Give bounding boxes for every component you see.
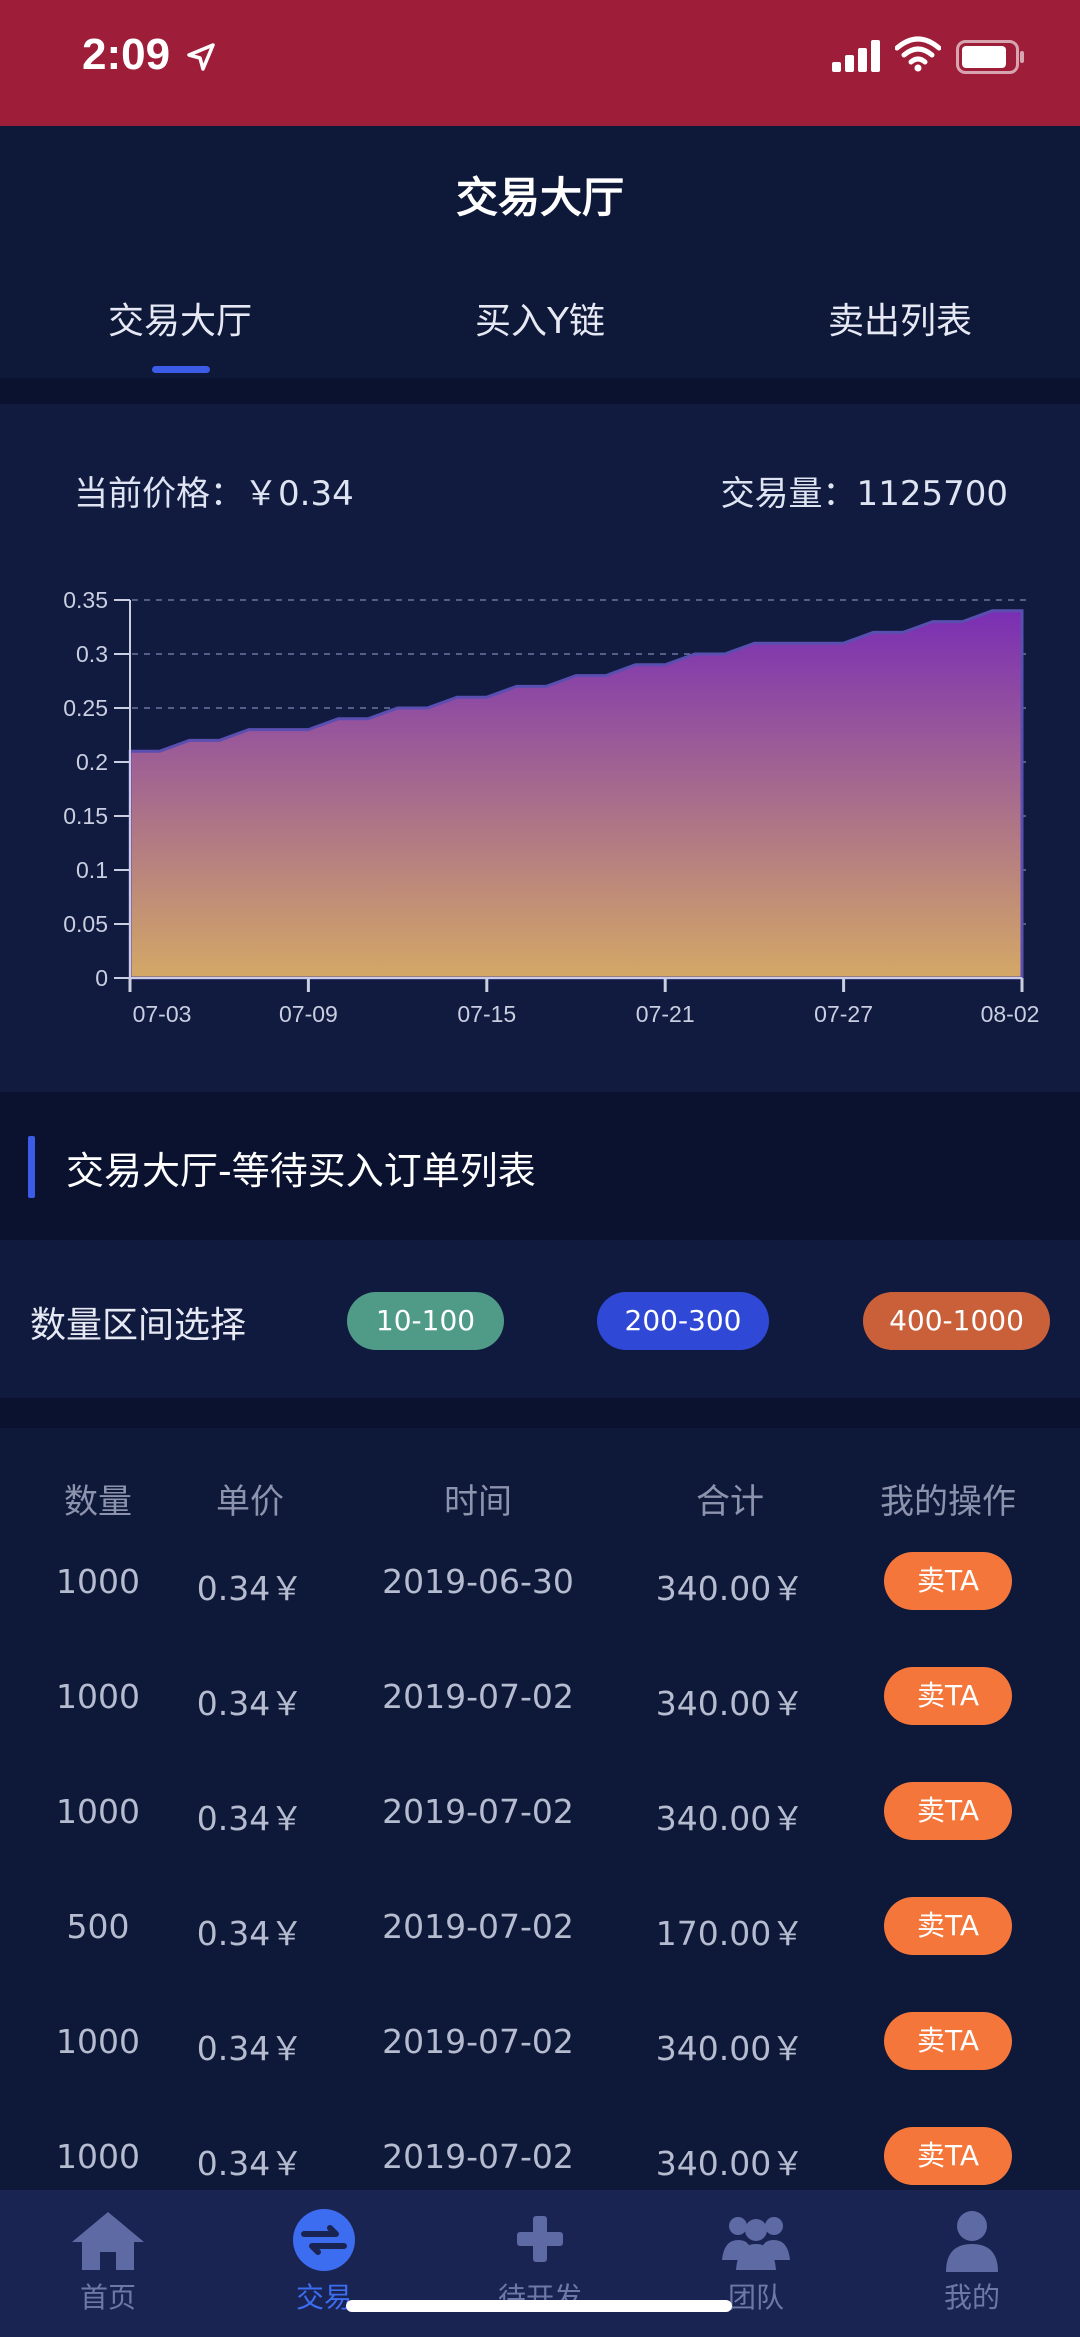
- tab-trading-hall[interactable]: 交易大厅: [107, 301, 252, 342]
- price-area-chart: 0 0.05 0.1 0.15 0.2 0.25 0.3 0.35 07-03 07-09 07-1…: [63, 587, 1040, 1027]
- section-accent-bar: [28, 1136, 35, 1198]
- home-indicator: [346, 2300, 732, 2312]
- y-tick-label: 0.15: [63, 803, 108, 829]
- table-row: 1000 0.34￥ 2019-07-02 340.00￥ 卖TA: [0, 2012, 1080, 2092]
- table-row: 1000 0.34￥ 2019-07-02 340.00￥ 卖TA: [0, 1667, 1080, 1747]
- y-tick-label: 0.3: [76, 641, 108, 667]
- page-title: 交易大厅: [455, 173, 624, 222]
- battery-icon: [956, 40, 1024, 74]
- cell-time: 2019-07-02: [382, 2137, 574, 2176]
- quantity-range-filter: 数量区间选择 10-100 200-300 400-1000: [0, 1240, 1080, 1398]
- range-chip-200-300[interactable]: 200-300: [597, 1292, 769, 1350]
- header-unit-price: 单价: [216, 1482, 284, 1522]
- cell-quantity: 500: [66, 1907, 130, 1946]
- cell-quantity: 1000: [56, 1677, 140, 1716]
- section-divider: [0, 1398, 1080, 1428]
- header-total: 合计: [696, 1482, 764, 1522]
- range-chip-400-1000[interactable]: 400-1000: [863, 1292, 1050, 1350]
- bottom-nav: 首页 交易 待开发 团队 我的: [0, 2190, 1080, 2337]
- x-tick-label: 07-21: [636, 1001, 695, 1027]
- nav-label: 首页: [79, 2281, 136, 2314]
- x-tick-label: 07-27: [814, 1001, 873, 1027]
- nav-mine[interactable]: 我的: [892, 2208, 1052, 2316]
- cell-total: 170.00￥: [655, 1914, 805, 1953]
- home-icon: [72, 2212, 144, 2270]
- team-icon: [722, 2217, 790, 2270]
- cell-quantity: 1000: [56, 2022, 140, 2061]
- table-row: 1000 0.34￥ 2019-07-02 340.00￥ 卖TA: [0, 1782, 1080, 1862]
- nav-label: 我的: [943, 2281, 1000, 2314]
- tab-buy-y-chain[interactable]: 买入Y链: [475, 301, 605, 342]
- orders-section-title: 交易大厅-等待买入订单列表: [66, 1149, 536, 1193]
- plus-icon: [517, 2216, 563, 2262]
- cell-total: 340.00￥: [655, 2144, 805, 2183]
- price-area: [128, 609, 1024, 980]
- x-tick-label: 08-02: [981, 1001, 1040, 1027]
- exchange-icon: [293, 2209, 355, 2271]
- header-time: 时间: [444, 1482, 512, 1522]
- cell-unit-price: 0.34￥: [196, 1914, 304, 1953]
- x-tick-label: 07-09: [279, 1001, 338, 1027]
- order-table: 数量 单价 时间 合计 我的操作 1000 0.34￥ 2019-06-30 3…: [0, 1428, 1080, 2190]
- cell-time: 2019-06-30: [382, 1562, 574, 1601]
- table-row: 500 0.34￥ 2019-07-02 170.00￥ 卖TA: [0, 1897, 1080, 1977]
- nav-trade[interactable]: 交易: [244, 2208, 404, 2316]
- table-row: 1000 0.34￥ 2019-07-02 340.00￥ 卖TA: [0, 2127, 1080, 2207]
- range-chip-10-100[interactable]: 10-100: [347, 1292, 504, 1350]
- location-arrow-icon: [187, 43, 215, 71]
- header-action: 我的操作: [880, 1482, 1016, 1522]
- cell-unit-price: 0.34￥: [196, 1684, 304, 1723]
- cell-unit-price: 0.34￥: [196, 1799, 304, 1838]
- cell-unit-price: 0.34￥: [196, 1569, 304, 1608]
- price-panel: 当前价格：￥0.34 交易量：1125700 0 0.05 0.1 0.15 0.2 0.…: [0, 404, 1080, 1092]
- cell-total: 340.00￥: [655, 1799, 805, 1838]
- x-tick-label: 07-03: [133, 1001, 192, 1027]
- y-tick-label: 0.1: [76, 857, 108, 883]
- nav-header: 交易大厅 交易大厅 买入Y链 卖出列表: [0, 126, 1080, 384]
- orders-section-header: 交易大厅-等待买入订单列表: [0, 1092, 1080, 1240]
- cell-unit-price: 0.34￥: [196, 2144, 304, 2183]
- nav-home[interactable]: 首页: [28, 2208, 188, 2316]
- cell-total: 340.00￥: [655, 2029, 805, 2068]
- y-tick-label: 0.25: [63, 695, 108, 721]
- y-tick-label: 0.2: [76, 749, 108, 775]
- y-tick-label: 0.35: [63, 587, 108, 613]
- active-tab-indicator: [152, 366, 210, 373]
- table-row: 1000 0.34￥ 2019-06-30 340.00￥ 卖TA: [0, 1552, 1080, 1632]
- current-price: 当前价格：￥0.34: [74, 474, 354, 514]
- y-tick-label: 0.05: [63, 911, 108, 937]
- trade-volume: 交易量：1125700: [720, 474, 1008, 514]
- status-time: 2:09: [82, 30, 171, 79]
- sell-to-button[interactable]: 卖TA: [884, 1897, 1012, 1955]
- cell-time: 2019-07-02: [382, 2022, 574, 2061]
- nav-label: 交易: [295, 2281, 352, 2314]
- cell-quantity: 1000: [56, 1562, 140, 1601]
- cell-unit-price: 0.34￥: [196, 2029, 304, 2068]
- cell-time: 2019-07-02: [382, 1792, 574, 1831]
- sell-to-button[interactable]: 卖TA: [884, 1782, 1012, 1840]
- wifi-icon: [895, 36, 941, 72]
- cell-total: 340.00￥: [655, 1684, 805, 1723]
- cell-quantity: 1000: [56, 1792, 140, 1831]
- sell-to-button[interactable]: 卖TA: [884, 2012, 1012, 2070]
- section-divider: [0, 378, 1080, 404]
- nav-label: 团队: [727, 2281, 784, 2314]
- header-quantity: 数量: [64, 1482, 132, 1522]
- y-tick-label: 0: [95, 965, 108, 991]
- cell-quantity: 1000: [56, 2137, 140, 2176]
- user-icon: [946, 2211, 998, 2272]
- x-tick-label: 07-15: [457, 1001, 516, 1027]
- sell-to-button[interactable]: 卖TA: [884, 1552, 1012, 1610]
- cell-time: 2019-07-02: [382, 1907, 574, 1946]
- cell-total: 340.00￥: [655, 1569, 805, 1608]
- status-bar: 2:09: [0, 0, 1080, 126]
- cell-time: 2019-07-02: [382, 1677, 574, 1716]
- cellular-signal-icon: [832, 40, 880, 72]
- sell-to-button[interactable]: 卖TA: [884, 2127, 1012, 2185]
- sell-to-button[interactable]: 卖TA: [884, 1667, 1012, 1725]
- nav-team[interactable]: 团队: [676, 2208, 836, 2316]
- tab-sell-list[interactable]: 卖出列表: [827, 301, 972, 342]
- range-filter-label: 数量区间选择: [30, 1305, 247, 1346]
